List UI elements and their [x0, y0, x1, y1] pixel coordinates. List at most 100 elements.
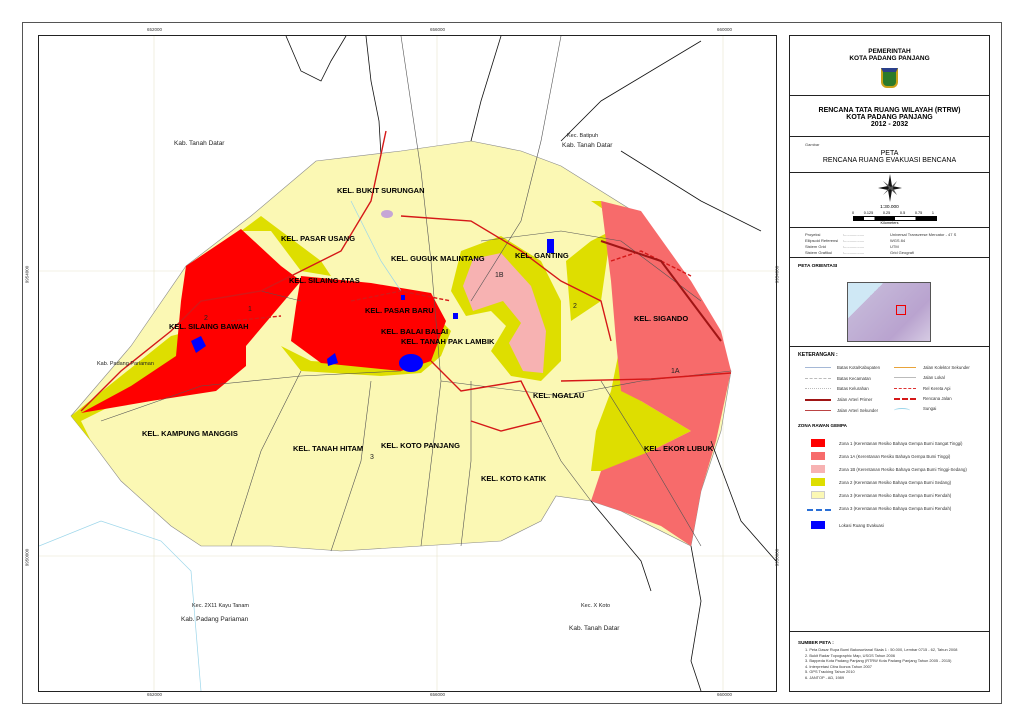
zone-legend-item: Zona 2 (Kerentanan Resiko Bahaya Gempa B…: [839, 480, 952, 485]
label-region: Kab. Tanah Datar: [569, 625, 620, 632]
primary-arterial-road: [600, 240, 722, 342]
zone-legend-item: Zona 1 (Kerentanan Resiko Bahaya Gempa B…: [839, 441, 963, 446]
label-kel-silaing-bawah: KEL. SILAING BAWAH: [169, 322, 249, 331]
grid-label-x: 652000: [147, 27, 163, 32]
legend-line-swatch: [894, 377, 916, 378]
label-kel-balai-balai: KEL. BALAI BALAI: [381, 327, 449, 336]
scale-ratio: 1:30.000: [880, 205, 899, 210]
scale-bar: [853, 216, 937, 221]
legend-line-swatch: [805, 399, 831, 401]
rivers: [39, 200, 402, 691]
government-block: PEMERINTAH KOTA PADANG PANJANG: [790, 36, 989, 96]
label-region: Kab. Tanah Datar: [174, 140, 225, 147]
grid-label-x: 652000: [147, 692, 163, 697]
evacuation-sites: [191, 239, 554, 372]
scale-tick: 0.75: [914, 211, 923, 215]
grid-label-x: 656000: [430, 27, 446, 32]
source-item: 4. Interpretasi Citra Ikonos Tahun 2007: [805, 663, 872, 669]
planned-roads: [230, 250, 692, 322]
label-kel-tanah-pak-lambik: KEL. TANAH PAK LAMBIK: [401, 337, 495, 346]
label-kel-koto-katik: KEL. KOTO KATIK: [481, 474, 547, 483]
legend-title: KETERANGAN :: [798, 352, 838, 358]
city-emblem-logo: [881, 68, 898, 88]
legend-block: KETERANGAN : Batas Kota/Kabupaten Batas …: [790, 346, 989, 631]
legend-line-swatch: [894, 398, 916, 400]
scale-tick: 1: [931, 211, 934, 215]
source-item: 6. JANTOP - AD, 1989: [805, 674, 844, 680]
label-kecamatan: Kec. Batipuh: [567, 133, 599, 139]
zone-1-swatch: [811, 439, 825, 447]
gambar-label: Gambar: [805, 142, 820, 147]
label-region: Kab. Tanah Datar: [562, 142, 613, 149]
legend-line-swatch: [805, 388, 831, 389]
plan-line1: RENCANA TATA RUANG WILAYAH (RTRW): [818, 107, 961, 114]
sources-block: SUMBER PETA : 1. Peta Dasar Rupa Bumi Ba…: [790, 631, 989, 692]
sources-title: SUMBER PETA :: [798, 640, 834, 645]
arterial-roads: [80, 130, 732, 432]
orientation-block: PETA ORIENTASI: [790, 257, 989, 347]
source-item: 5. GPS Tracking Tahun 2010: [805, 669, 855, 674]
grid-label-y: 9950000: [24, 548, 30, 567]
zone-mark: 2: [204, 315, 208, 322]
grid-label-y: 9954000: [24, 265, 30, 284]
zone-mark: 2: [573, 303, 577, 310]
label-kel-pasar-baru: KEL. PASAR BARU: [365, 306, 434, 315]
map-title: RENCANA RUANG EVAKUASI BENCANA: [822, 157, 957, 164]
projection-row: Sistem Grafikul:.................. Grid G…: [805, 250, 915, 255]
label-kel-tanah-hitam: KEL. TANAH HITAM: [293, 444, 364, 453]
legend-line-swatch: [805, 367, 831, 368]
plan-title-block: RENCANA TATA RUANG WILAYAH (RTRW) KOTA P…: [790, 95, 989, 137]
landmark-area: [381, 210, 393, 218]
label-kel-pasar-usang: KEL. PASAR USANG: [281, 234, 356, 243]
grid-label-x: 660000: [717, 692, 733, 697]
projection-block: Proyeksi:.................. Universal Tra…: [790, 227, 989, 258]
zone-2-area: [71, 201, 691, 471]
label-kel-koto-panjang: KEL. KOTO PANJANG: [381, 441, 460, 450]
zone-2-swatch: [811, 478, 825, 486]
legend-line-swatch: [805, 410, 831, 411]
scale-ticks: 0 0.125 0.25 0.5 0.75 1: [852, 211, 934, 215]
legend-line-swatch: [894, 367, 916, 368]
projection-row: Sistem Grid:.................. UTM: [805, 244, 899, 249]
zone-legend-item: Zona 1B (Kerentanan Resiko Bahaya Gempa …: [839, 467, 967, 472]
zone-3-line-swatch: [807, 509, 831, 511]
evacuation-legend-item: Lokasi Ruang Evakuasi: [839, 523, 884, 528]
legend-item: Sungai: [923, 406, 937, 411]
label-kel-guguk-malintang: KEL. GUGUK MALINTANG: [391, 254, 485, 263]
zone-mark: 1: [248, 306, 252, 313]
label-kel-ngalau: KEL. NGALAU: [533, 391, 585, 400]
label-region: Kab. Padang Pariaman: [181, 616, 249, 623]
source-item: 1. Peta Dasar Rupa Bumi Bakosurtanal Ska…: [805, 647, 958, 652]
map-type: PETA: [880, 150, 899, 157]
zone-mark: 1B: [495, 272, 504, 279]
zone-legend-item: Zona 3 (Kerentanan Resiko Bahaya Gempa B…: [839, 493, 952, 498]
label-kel-ganting: KEL. GANTING: [515, 251, 569, 260]
zone-1-area: [81, 229, 446, 413]
map-canvas[interactable]: KEL. BUKIT SURUNGAN KEL. PASAR USANG KEL…: [38, 35, 777, 692]
scale-unit: Kilometers: [880, 221, 899, 225]
zone-mark: 3: [370, 454, 374, 461]
zone-legend-item: Zona 3 (Kerentanan Resiko Bahaya Gempa B…: [839, 506, 952, 511]
gov-line1: PEMERINTAH: [868, 48, 911, 55]
label-kecamatan: Kec. 2X11 Kayu Tanam: [192, 603, 249, 609]
scale-tick: 0.5: [899, 211, 906, 215]
legend-item: Rencana Jalan: [923, 396, 952, 401]
legend-item: Jalan Arteri Primer: [837, 397, 873, 402]
scale-tick: 0: [852, 211, 855, 215]
zone-1b-swatch: [811, 465, 825, 473]
zone-1b-area: [463, 253, 546, 373]
legend-item: Batas Kota/Kabupaten: [837, 365, 881, 370]
grid-label-x: 656000: [430, 692, 446, 697]
orientation-highlight-box: [896, 305, 906, 315]
scale-tick: 0.125: [863, 211, 874, 215]
zone-legend-item: Zona 1A (Kerentanan Resiko Bahaya Gempa …: [839, 454, 951, 459]
legend-line-swatch: [805, 378, 831, 379]
label-kel-sigando: KEL. SIGANDO: [634, 314, 689, 323]
source-item: 2. Bukit Radar Topographic Map, USGS Tah…: [805, 652, 896, 658]
legend-item: Jalan Arteri Sekunder: [837, 408, 879, 413]
legend-line-swatch: [894, 388, 916, 389]
orientation-inset-map[interactable]: [847, 282, 931, 342]
scale-tick: 0.25: [882, 211, 891, 215]
zone-1a-swatch: [811, 452, 825, 460]
map-sheet-frame: [22, 22, 1002, 704]
